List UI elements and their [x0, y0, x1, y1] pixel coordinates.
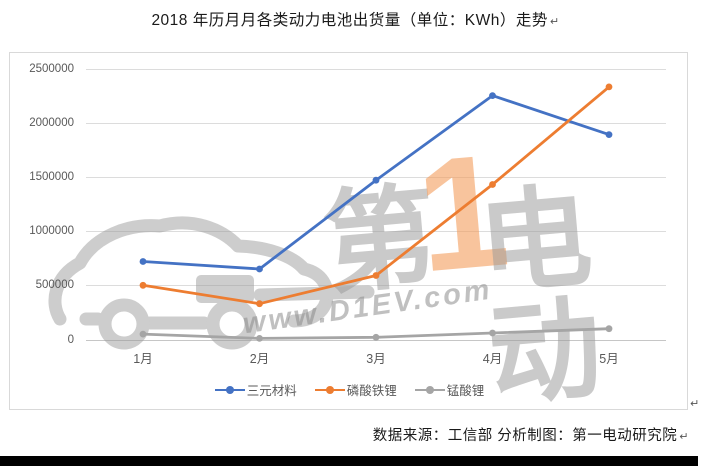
series-point: [605, 83, 613, 91]
x-tick-label: 3月: [366, 352, 386, 366]
paragraph-mark-icon: ↵: [549, 16, 560, 28]
y-tick-label: 0: [67, 333, 74, 346]
paragraph-mark-icon: ↵: [679, 431, 689, 443]
series-point: [139, 330, 147, 338]
series-point: [372, 176, 380, 184]
gridline-2500000: [86, 68, 666, 70]
legend-marker-icon: [214, 385, 245, 394]
chart-title: 2018 年历月月各类动力电池出货量（单位：KWh）走势: [151, 12, 548, 29]
series-point: [489, 92, 496, 99]
series-point: [139, 281, 147, 289]
y-tick-label: 1000000: [29, 225, 74, 238]
gridline-1000000: [86, 231, 666, 233]
source-note-text: 数据来源：工信部 分析制图：第一电动研究院: [372, 428, 678, 444]
legend-label: 磷酸铁锂: [346, 384, 397, 398]
chart-area: 2500000 2000000 1500000 1000000 500000 0…: [9, 52, 689, 419]
series-point: [605, 325, 613, 333]
gridline-500000: [86, 285, 666, 287]
y-tick-label: 2500000: [29, 62, 74, 75]
chart-title-line: 2018 年历月月各类动力电池出货量（单位：KWh）走势 ↵: [0, 8, 711, 30]
legend-label: 三元材料: [246, 384, 297, 398]
x-tick-label: 2月: [249, 352, 270, 366]
legend-item-2: 锰酸锂: [414, 380, 485, 399]
y-tick-label: 500000: [35, 279, 74, 292]
x-tick-label: 1月: [133, 352, 153, 366]
legend-item-1: 磷酸铁锂: [314, 380, 397, 399]
legend-item-0: 三元材料: [214, 380, 297, 399]
series-point: [372, 333, 380, 341]
legend-marker-icon: [414, 385, 445, 394]
chart-legend: 三元材料 磷酸铁锂 锰酸锂: [10, 380, 689, 399]
series-line-1: [142, 85, 610, 306]
series-point: [139, 258, 147, 265]
series-point: [372, 272, 380, 279]
series-point: [256, 335, 263, 342]
paragraph-mark-icon: ↵: [690, 398, 700, 410]
legend-marker-icon: [314, 385, 345, 394]
series-point: [489, 181, 496, 188]
gridline-2000000: [86, 122, 666, 124]
series-point: [605, 131, 613, 138]
window-bottom-edge: [0, 456, 698, 466]
x-tick-label: 5月: [599, 352, 619, 366]
series-point: [256, 265, 263, 273]
x-tick-label: 4月: [482, 352, 503, 366]
y-tick-label: 2000000: [29, 116, 74, 129]
series-point: [256, 300, 263, 308]
series-point: [489, 329, 496, 337]
legend-label: 锰酸锂: [446, 384, 485, 398]
source-note-line: 数据来源：工信部 分析制图：第一电动研究院 ↵: [373, 424, 689, 445]
y-tick-label: 1500000: [29, 170, 74, 183]
